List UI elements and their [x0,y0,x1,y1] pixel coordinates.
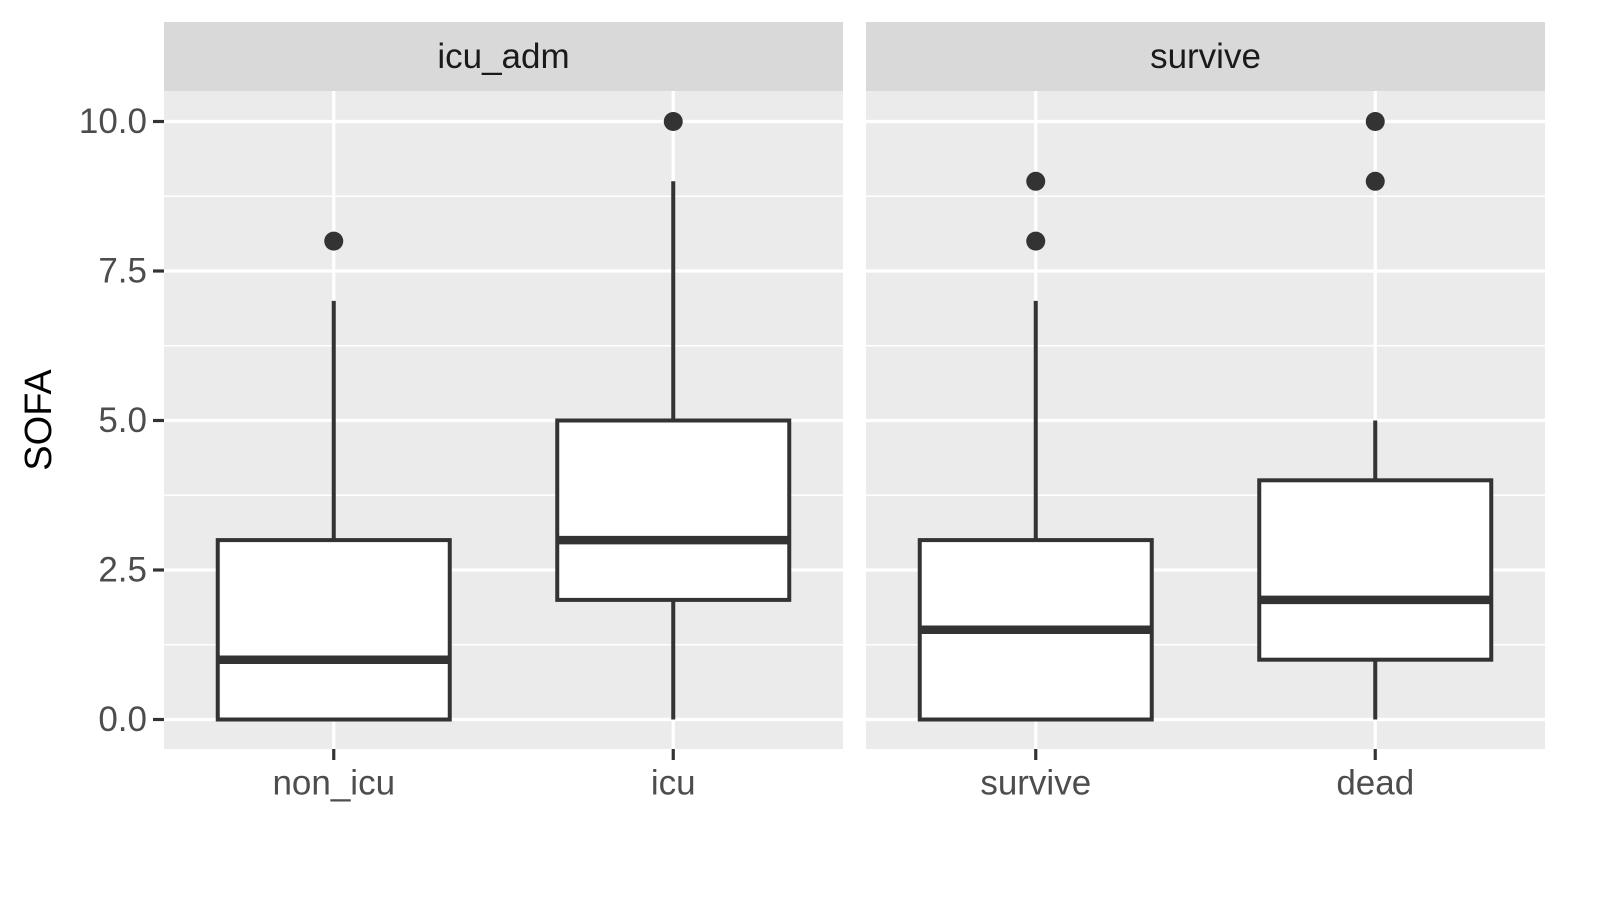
box-iqr [555,418,792,602]
facet-strip-label: icu_adm [437,37,569,76]
facet-strip [164,22,843,91]
x-tick-label: dead [1336,764,1414,803]
outlier-point [1365,112,1385,131]
outlier-point [1026,171,1046,191]
outlier-point [1026,231,1046,251]
x-tick-label: survive [980,764,1091,803]
y-axis-title: SOFA [18,369,60,471]
box-iqr [215,538,452,722]
facet-strip [866,22,1545,91]
outlier-point [663,112,683,131]
y-tick-label: 5.0 [98,401,147,440]
y-tick-label: 10.0 [79,102,147,141]
y-tick-label: 2.5 [98,551,147,590]
x-tick-label: non_icu [272,764,395,803]
y-tick-label: 7.5 [98,252,147,291]
outlier-point [1365,171,1385,191]
x-tick-label: icu [651,764,696,803]
outlier-point [324,231,344,251]
box-iqr [1257,478,1494,662]
y-tick-label: 0.0 [98,700,147,739]
facet-strip-label: survive [1150,37,1261,76]
